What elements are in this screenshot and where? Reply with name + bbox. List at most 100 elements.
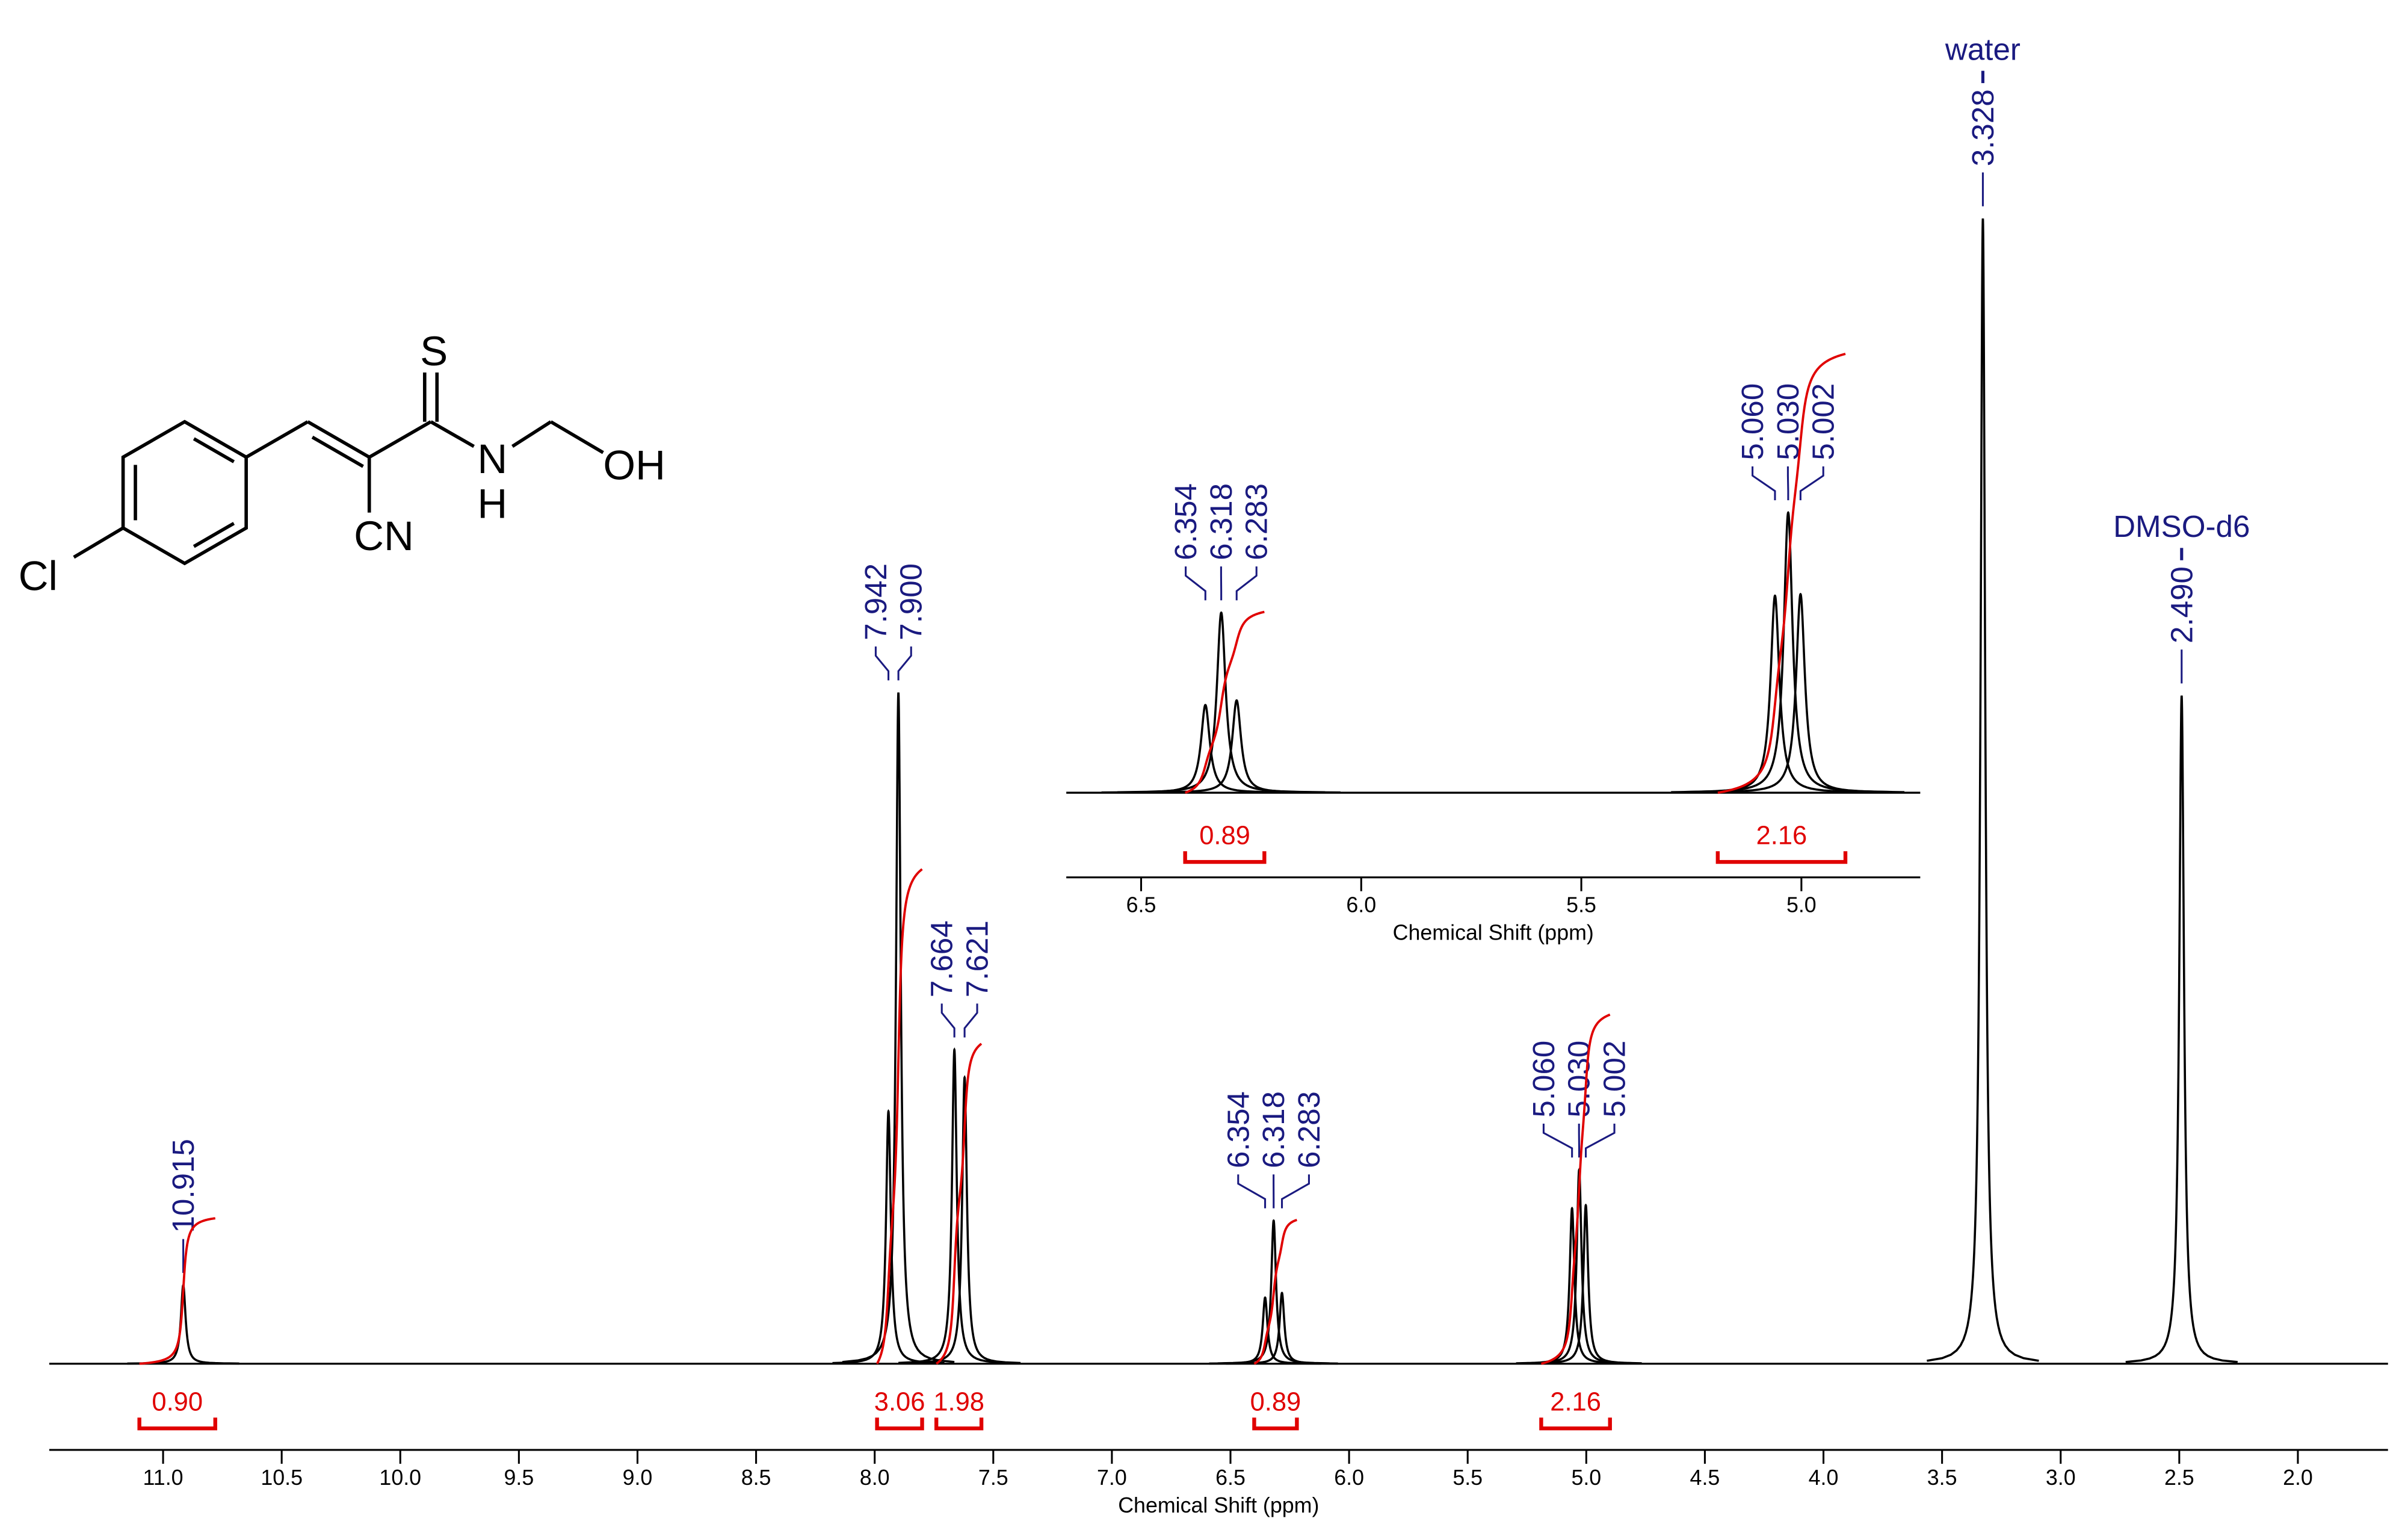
peak <box>1671 594 1879 793</box>
x-axis-label: Chemical Shift (ppm) <box>1393 921 1594 945</box>
integral-label: 0.89 <box>1199 822 1250 850</box>
bond <box>511 420 552 448</box>
spectrum-panel: 6.5 6.0 5.5 5.0 Chemical Shift (ppm) 6.354 6.3… <box>1066 353 1921 945</box>
x-tick-label: 4.0 <box>1809 1466 1839 1490</box>
bond <box>368 420 432 459</box>
peak-label: 3.328 <box>1966 89 2000 166</box>
peak-label-connector <box>897 646 912 681</box>
integral-label: 2.16 <box>1756 822 1808 850</box>
x-tick-label: 3.5 <box>1927 1466 1957 1490</box>
integral-label: 0.89 <box>1250 1388 1301 1417</box>
x-tick-label: 5.0 <box>1786 893 1817 917</box>
bond <box>245 420 309 459</box>
peak-label: 10.915 <box>166 1139 200 1233</box>
peak <box>898 1047 1011 1364</box>
peak <box>1516 1206 1628 1364</box>
x-tick-label: 5.5 <box>1453 1466 1483 1490</box>
annotation: water <box>1945 32 2021 66</box>
x-tick-label: 2.5 <box>2164 1466 2194 1490</box>
peak-label: 2.490 <box>2164 566 2199 643</box>
x-tick-label: 6.0 <box>1346 893 1376 917</box>
integral-curve <box>1540 1013 1611 1365</box>
x-tick-label: 5.0 <box>1571 1466 1601 1490</box>
x-tick-label: 9.0 <box>623 1466 653 1490</box>
peak <box>832 1109 945 1364</box>
integral-bracket <box>1183 851 1267 864</box>
peak <box>908 1075 1021 1364</box>
peak <box>1209 1296 1321 1365</box>
atom-label: Cl <box>19 552 58 599</box>
bond <box>550 420 604 454</box>
peak <box>2125 695 2238 1363</box>
integral-bracket <box>1715 851 1848 864</box>
peak-label: 7.664 <box>925 920 959 997</box>
integral-curve <box>1253 1218 1297 1365</box>
x-tick-label: 10.0 <box>379 1466 421 1490</box>
x-tick-label: 2.0 <box>2283 1466 2313 1490</box>
x-tick-label: 6.5 <box>1126 893 1156 917</box>
peak-label-connector <box>1752 466 1776 501</box>
x-tick-label: 7.5 <box>978 1466 1008 1490</box>
peak <box>1684 510 1892 793</box>
peak-label-connector <box>1185 566 1206 601</box>
atom-label: S <box>420 327 448 374</box>
peak-label-connector <box>963 1003 978 1038</box>
peak-label: 5.060 <box>1527 1041 1561 1118</box>
peak-label: 6.318 <box>1204 483 1238 560</box>
peak-label-connector <box>874 646 890 681</box>
peak-label: 5.002 <box>1598 1041 1632 1118</box>
benzene-ring <box>121 420 248 566</box>
peak-label: 5.060 <box>1735 383 1770 460</box>
integral-label: 0.90 <box>152 1388 203 1417</box>
peak <box>1132 699 1341 794</box>
integral-bracket <box>137 1417 217 1431</box>
peak <box>1927 218 2039 1362</box>
integral-bracket <box>934 1417 984 1431</box>
annotation: DMSO-d6 <box>2113 509 2250 544</box>
peak-label-connector <box>1237 1174 1267 1209</box>
x-tick-label: 8.5 <box>741 1466 771 1490</box>
peak-label-connector <box>1281 1174 1310 1209</box>
peak-label: 6.354 <box>1221 1091 1255 1168</box>
peak-label: 7.900 <box>894 563 928 640</box>
x-tick-label: 11.0 <box>143 1466 184 1490</box>
peak-label: 5.030 <box>1562 1041 1596 1118</box>
integral-bracket <box>1252 1417 1299 1431</box>
peak <box>1101 704 1310 794</box>
peak-label: 6.318 <box>1256 1091 1291 1168</box>
integral-curve <box>875 868 923 1364</box>
peak-label: 6.283 <box>1240 483 1274 560</box>
peak-label-connector <box>1799 466 1824 501</box>
bond <box>430 420 475 448</box>
bond <box>73 526 125 559</box>
peak-label: 7.621 <box>960 920 995 997</box>
x-tick-label: 9.5 <box>504 1466 534 1490</box>
peak-label: 5.002 <box>1806 383 1841 460</box>
integral-curve <box>1717 353 1846 794</box>
atom-label: OH <box>603 441 665 488</box>
integral-label: 2.16 <box>1550 1388 1601 1417</box>
integral-label: 3.06 <box>874 1388 925 1417</box>
x-tick-label: 7.0 <box>1097 1466 1127 1490</box>
x-tick-label: 10.5 <box>261 1466 303 1490</box>
x-tick-label: 6.5 <box>1215 1466 1246 1490</box>
peak <box>842 692 955 1363</box>
x-tick-label: 6.0 <box>1334 1466 1364 1490</box>
atom-label: H <box>477 480 507 527</box>
integral-bracket <box>1539 1417 1612 1431</box>
structure: S N H OH CN Cl <box>19 327 665 599</box>
bond <box>307 420 371 459</box>
bond <box>311 435 364 468</box>
peak-label-connector <box>1584 1123 1616 1158</box>
integral-curve <box>1185 610 1265 794</box>
bond <box>193 522 235 548</box>
peak-label: 6.354 <box>1168 483 1203 560</box>
integral-curve <box>139 1217 216 1365</box>
x-axis-label: Chemical Shift (ppm) <box>1118 1493 1319 1517</box>
bond <box>193 437 235 463</box>
spectrum-panel: 11.0 10.5 10.0 9.5 9.0 8.5 8.0 7.5 7.0 6.5 6.0 5.5 5… <box>49 32 2388 1517</box>
integral-label: 1.98 <box>933 1388 984 1417</box>
peak-label-connector <box>1542 1123 1573 1158</box>
